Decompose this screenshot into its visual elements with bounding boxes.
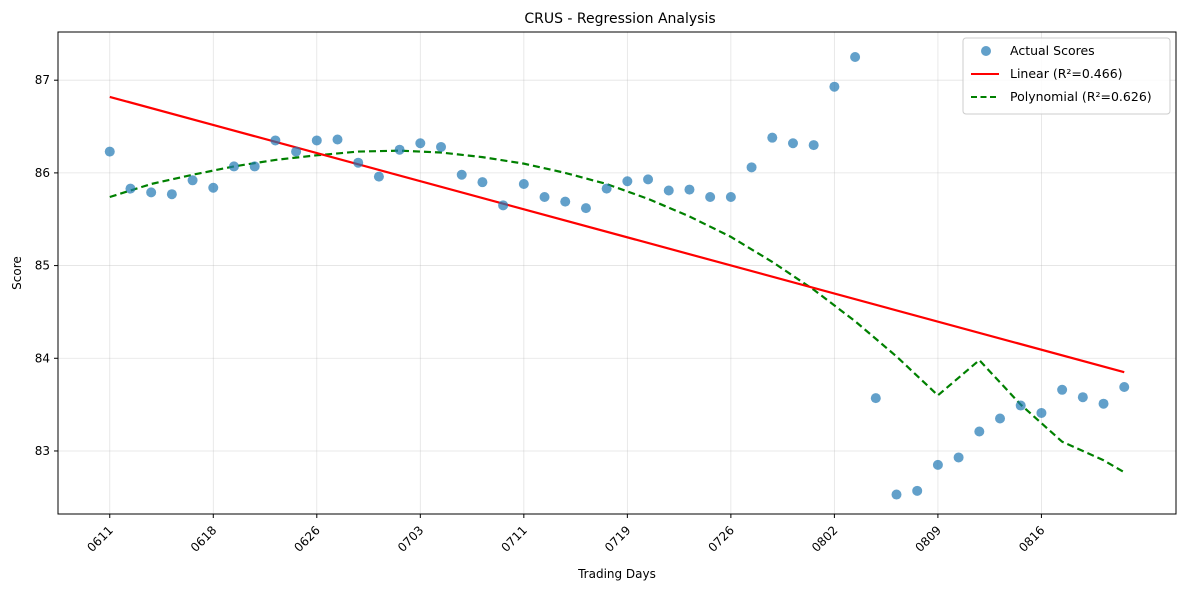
actual-scores-points: [104, 52, 1130, 500]
actual-score-point: [580, 203, 591, 214]
x-tick-label: 0809: [913, 523, 944, 554]
actual-score-point: [415, 138, 426, 149]
actual-score-point: [1098, 398, 1109, 409]
polynomial-fit-line: [109, 149, 1125, 474]
x-tick-label: 0703: [395, 523, 426, 554]
y-tick-label: 86: [35, 166, 50, 180]
actual-score-point: [208, 182, 219, 193]
actual-score-point: [125, 183, 136, 194]
actual-score-point: [539, 191, 550, 202]
actual-score-point: [1057, 384, 1068, 395]
actual-score-point: [166, 189, 177, 200]
x-tick-label: 0626: [291, 523, 322, 554]
actual-score-point: [518, 179, 529, 190]
actual-score-point: [870, 393, 881, 404]
x-tick-label: 0726: [705, 523, 736, 554]
legend-marker-actual-scores: [981, 46, 991, 56]
actual-score-point: [787, 138, 798, 149]
x-axis-label: Trading Days: [577, 567, 656, 581]
actual-score-point: [601, 183, 612, 194]
actual-score-point: [995, 413, 1006, 424]
actual-score-point: [332, 134, 343, 145]
actual-score-point: [1119, 382, 1130, 393]
x-tick-label: 0711: [498, 523, 529, 554]
actual-score-point: [353, 157, 364, 168]
plot-frame: [57, 31, 1177, 515]
actual-score-point: [684, 184, 695, 195]
x-tick-label: 0802: [809, 523, 840, 554]
actual-score-point: [436, 141, 447, 152]
actual-score-point: [1077, 392, 1088, 403]
x-tick-label: 0611: [84, 523, 115, 554]
x-tick-label: 0816: [1016, 523, 1047, 554]
actual-score-point: [373, 171, 384, 182]
actual-score-point: [228, 161, 239, 172]
actual-score-point: [187, 175, 198, 186]
actual-score-point: [146, 187, 157, 198]
actual-score-point: [1036, 407, 1047, 418]
y-axis-ticks: 83 84 85 86 87: [35, 73, 58, 458]
actual-score-point: [1015, 400, 1026, 411]
linear-fit-layer: [109, 95, 1125, 374]
y-tick-label: 83: [35, 444, 50, 458]
actual-score-point: [394, 144, 405, 155]
actual-score-point: [850, 52, 861, 63]
actual-score-point: [622, 176, 633, 187]
legend-label-linear: Linear (R²=0.466): [1010, 66, 1123, 81]
y-tick-label: 84: [35, 351, 50, 365]
y-axis-label: Score: [10, 256, 24, 290]
actual-score-point: [270, 135, 281, 146]
actual-score-point: [974, 426, 985, 437]
y-tick-label: 85: [35, 259, 50, 273]
actual-score-point: [663, 185, 674, 196]
actual-score-point: [249, 161, 260, 172]
chart-title: CRUS - Regression Analysis: [524, 11, 715, 27]
x-tick-label: 0719: [602, 523, 633, 554]
actual-score-point: [291, 146, 302, 157]
legend-label-polynomial: Polynomial (R²=0.626): [1010, 89, 1152, 104]
grid-lines: [58, 32, 1176, 514]
actual-score-point: [456, 169, 467, 180]
y-tick-label: 87: [35, 73, 50, 87]
actual-score-point: [498, 200, 509, 211]
linear-fit-line: [109, 95, 1125, 374]
legend-box: [962, 37, 1171, 115]
actual-score-point: [311, 135, 322, 146]
actual-score-point: [104, 146, 115, 157]
actual-score-point: [891, 489, 902, 500]
actual-score-point: [932, 459, 943, 470]
legend: Actual Scores Linear (R²=0.466) Polynomi…: [962, 37, 1171, 115]
actual-score-point: [477, 177, 488, 188]
actual-score-point: [953, 452, 964, 463]
actual-score-point: [643, 174, 654, 185]
actual-score-point: [725, 191, 736, 202]
actual-score-point: [746, 162, 757, 173]
x-axis-ticks: 0611 0618 0626 0703 0711 0719 0726 0802 0809 0816: [84, 514, 1048, 555]
actual-score-point: [767, 132, 778, 143]
legend-label-actual-scores: Actual Scores: [1010, 43, 1095, 58]
actual-score-point: [560, 196, 571, 207]
x-tick-label: 0618: [188, 523, 219, 554]
actual-score-point: [705, 191, 716, 202]
actual-score-point: [808, 140, 819, 151]
polynomial-fit-layer: [109, 149, 1125, 474]
actual-score-point: [912, 485, 923, 496]
actual-score-point: [829, 81, 840, 92]
